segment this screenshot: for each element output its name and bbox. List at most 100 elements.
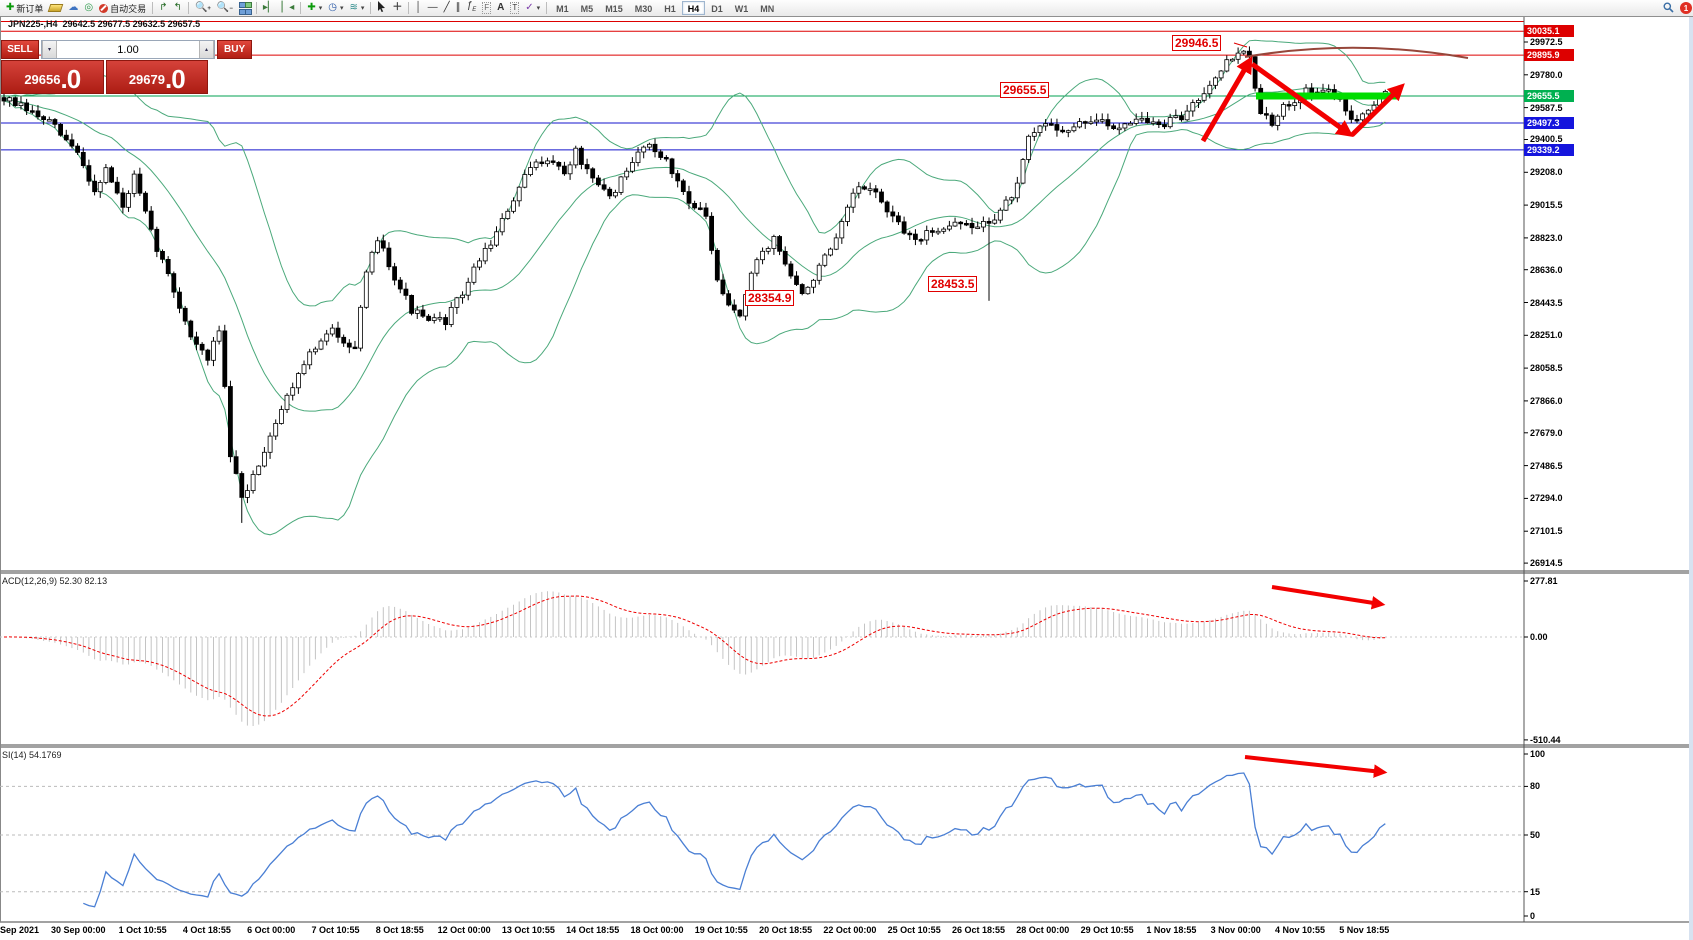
time-label: 8 Oct 18:55	[375, 925, 424, 935]
price-annotation[interactable]: 29946.5	[1172, 35, 1222, 51]
text-label-icon: T	[510, 2, 520, 14]
price-tick: 29015.5	[1530, 200, 1563, 211]
tile-windows-button[interactable]	[236, 1, 253, 15]
time-label: 30 Sep 00:00	[51, 925, 106, 935]
toolbar-separator	[370, 2, 372, 14]
trendline-icon: ╱	[443, 2, 450, 13]
vertical-line-button[interactable]: │	[412, 1, 424, 15]
fibonacci-icon: ƒE	[466, 0, 477, 14]
price-badge: 29655.5	[1524, 90, 1574, 102]
zoom-out-icon: 🔍−	[216, 1, 233, 13]
buy-price-frac: .0	[164, 64, 186, 94]
chevron-down-icon: ▾	[360, 5, 365, 12]
time-label: 19 Oct 10:55	[694, 925, 748, 935]
time-label: 29 Oct 10:55	[1080, 925, 1134, 935]
timeframe-h4[interactable]: H4	[681, 1, 706, 15]
toolbar-separator	[408, 2, 410, 14]
autoscroll-button[interactable]: ▸▏	[260, 1, 279, 15]
clock-icon: ◷	[328, 2, 337, 13]
fibo-fan-button[interactable]: F	[479, 1, 494, 15]
chart-shift-button[interactable]: ▏◂	[279, 1, 298, 15]
cloud-community-icon: ☁	[68, 2, 79, 13]
price-tick: 26914.5	[1530, 558, 1563, 569]
indicators-button[interactable]: ✚ ▾	[304, 1, 325, 15]
horizontal-line-button[interactable]: —	[425, 1, 441, 15]
toolbar-separator	[152, 2, 154, 14]
price-tick: 29587.5	[1530, 102, 1563, 113]
dock-left-icon: ↱	[159, 2, 168, 13]
gold-bar-icon	[48, 4, 64, 12]
cursor-button[interactable]	[374, 1, 389, 15]
sell-button[interactable]: SELL	[1, 40, 39, 59]
notification-bubble[interactable]: 1	[1680, 2, 1692, 14]
price-annotation[interactable]: 28453.5	[928, 276, 978, 292]
fibo-fan-icon: F	[482, 2, 492, 14]
crosshair-icon: ＋	[392, 2, 403, 13]
community-button[interactable]: ☁	[65, 1, 81, 15]
autotrade-label: 自动交易	[110, 3, 147, 14]
signals-button[interactable]: ◎	[81, 1, 96, 15]
price-tick: 27486.5	[1530, 460, 1563, 471]
timeframe-d1[interactable]: D1	[705, 1, 729, 15]
time-label: 7 Oct 10:55	[311, 925, 360, 935]
autotrade-button[interactable]: 自动交易	[96, 1, 149, 15]
price-tick: 28823.0	[1530, 232, 1563, 243]
sell-price-panel[interactable]: 29656.0	[1, 60, 104, 94]
price-annotation[interactable]: 29655.5	[1000, 82, 1050, 98]
new-order-button[interactable]: ✚ 新订单	[3, 1, 46, 15]
time-label: 28 Oct 00:00	[1016, 925, 1070, 935]
time-label: 22 Oct 00:00	[823, 925, 877, 935]
templates-button[interactable]: ≋ ▾	[346, 1, 367, 15]
trendline-button[interactable]: ╱	[441, 1, 453, 15]
price-annotation[interactable]: 28354.9	[745, 290, 795, 306]
macd-tick: 0.00	[1530, 632, 1548, 642]
zoom-in-button[interactable]: 🔍+	[192, 1, 214, 15]
autotrade-stop-icon	[99, 3, 109, 13]
timeframe-m1[interactable]: M1	[550, 1, 575, 15]
dock-right-button[interactable]: ↰	[171, 1, 185, 15]
fibonacci-button[interactable]: ƒE	[464, 1, 480, 15]
time-label: 1 Nov 18:55	[1146, 925, 1197, 935]
time-label: 20 Oct 18:55	[759, 925, 813, 935]
text-label-button[interactable]: T	[507, 1, 522, 15]
dock-left-button[interactable]: ↱	[156, 1, 170, 15]
timeframe-m15[interactable]: M15	[599, 1, 629, 15]
timeframe-w1[interactable]: W1	[729, 1, 755, 15]
price-tick: 28251.0	[1530, 330, 1563, 341]
rsi-tick: 0	[1530, 911, 1536, 921]
timeframe-h1[interactable]: H1	[658, 1, 682, 15]
price-badge: 29895.9	[1524, 49, 1574, 62]
zoom-out-button[interactable]: 🔍−	[214, 1, 236, 15]
volume-decrease-button[interactable]: ▾	[42, 41, 57, 58]
search-icon[interactable]	[1663, 2, 1674, 15]
timeframe-mn[interactable]: MN	[754, 1, 780, 15]
horizontal-line-icon: —	[427, 2, 438, 13]
window-edge	[1689, 16, 1693, 940]
buy-price-panel[interactable]: 29679.0	[105, 60, 208, 94]
price-tick: 28443.5	[1530, 297, 1563, 308]
rsi-tick: 100	[1530, 749, 1546, 759]
arrows-button[interactable]: ✓ ▾	[522, 1, 543, 15]
price-tick: 28058.5	[1530, 363, 1563, 374]
autoscroll-icon: ▸▏	[262, 2, 276, 13]
crosshair-button[interactable]: ＋	[389, 1, 405, 15]
arrows-icon: ✓	[525, 2, 534, 13]
signals-icon: ◎	[84, 2, 94, 13]
timeframe-m5[interactable]: M5	[575, 1, 600, 15]
time-label: 26 Oct 18:55	[951, 925, 1006, 935]
macd-tick: -510.44	[1530, 734, 1561, 745]
timeframe-m30[interactable]: M30	[629, 1, 659, 15]
zoom-in-icon: 🔍+	[194, 1, 211, 13]
toolbar-separator	[300, 2, 302, 14]
volume-input[interactable]	[57, 41, 199, 58]
buy-button[interactable]: BUY	[217, 40, 253, 59]
buy-price: 29679	[128, 72, 165, 87]
market-button[interactable]	[46, 1, 65, 15]
time-label: 12 Oct 00:00	[437, 925, 491, 935]
channel-button[interactable]: ∥	[453, 1, 464, 15]
periods-button[interactable]: ◷ ▾	[325, 1, 346, 15]
volume-increase-button[interactable]: ▴	[199, 41, 214, 58]
text-button[interactable]: A	[494, 1, 507, 15]
time-label: 3 Nov 00:00	[1210, 925, 1261, 935]
